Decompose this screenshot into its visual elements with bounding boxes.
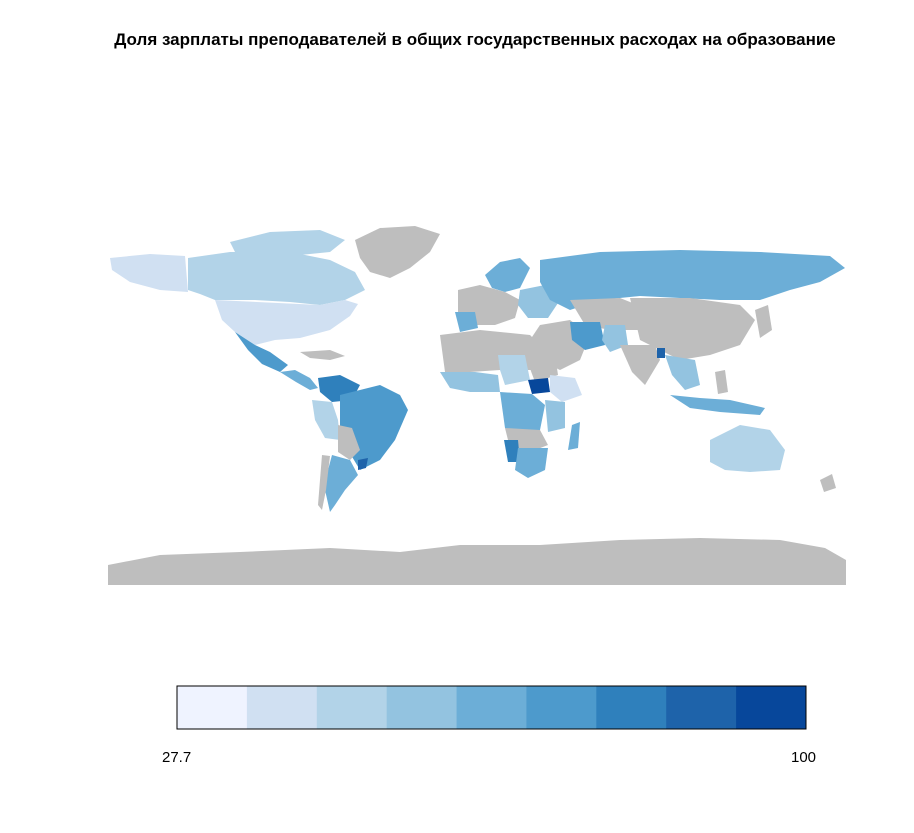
- region-sahel: [498, 355, 530, 385]
- legend-swatch-4: [386, 686, 458, 729]
- legend-min-label: 27.7: [162, 749, 192, 766]
- region-central-africa: [500, 392, 545, 438]
- region-philippines: [715, 370, 728, 394]
- legend-swatch-2: [246, 686, 318, 729]
- region-greenland: [355, 226, 440, 278]
- region-usa: [215, 300, 358, 345]
- region-russia: [540, 250, 845, 310]
- legend-max-label: 100: [791, 749, 817, 766]
- legend-swatch-3: [316, 686, 388, 729]
- region-west-africa: [440, 372, 500, 392]
- legend-swatch-1: [177, 686, 248, 729]
- region-south-africa: [515, 448, 548, 478]
- legend-swatch-8: [666, 686, 737, 729]
- legend-swatch-6: [526, 686, 597, 729]
- region-chile: [318, 455, 330, 510]
- region-iran: [570, 322, 605, 350]
- region-alaska: [110, 254, 188, 292]
- region-arctic-canada: [230, 230, 345, 255]
- region-caribbean: [300, 350, 345, 360]
- chart-title: Доля зарплаты преподавателей в общих гос…: [114, 30, 836, 49]
- region-australia: [710, 425, 785, 472]
- region-new-zealand: [820, 474, 836, 492]
- region-bangladesh: [657, 348, 665, 358]
- region-east-africa: [545, 400, 565, 432]
- region-argentina: [325, 455, 358, 512]
- region-uruguay: [358, 458, 368, 470]
- region-antarctica: [108, 538, 846, 585]
- region-china: [630, 298, 755, 360]
- region-peru: [312, 400, 340, 440]
- region-namibia: [504, 440, 520, 462]
- region-bolivia: [338, 425, 360, 460]
- region-central-america: [280, 370, 318, 390]
- region-iberia: [455, 312, 478, 332]
- legend-swatch-7: [596, 686, 667, 729]
- legend-swatch-9: [736, 686, 807, 729]
- region-madagascar: [568, 422, 580, 450]
- region-southeast-asia: [665, 355, 700, 390]
- region-horn: [550, 375, 582, 402]
- legend-swatch-5: [456, 686, 527, 729]
- region-mexico: [235, 332, 288, 372]
- region-scandinavia: [485, 258, 530, 292]
- region-canada: [188, 252, 365, 305]
- legend-border: [176, 685, 807, 730]
- region-south-sudan: [528, 378, 550, 394]
- region-india: [620, 345, 660, 385]
- region-indonesia: [670, 395, 765, 415]
- region-japan: [755, 305, 772, 338]
- region-sudan: [525, 355, 558, 382]
